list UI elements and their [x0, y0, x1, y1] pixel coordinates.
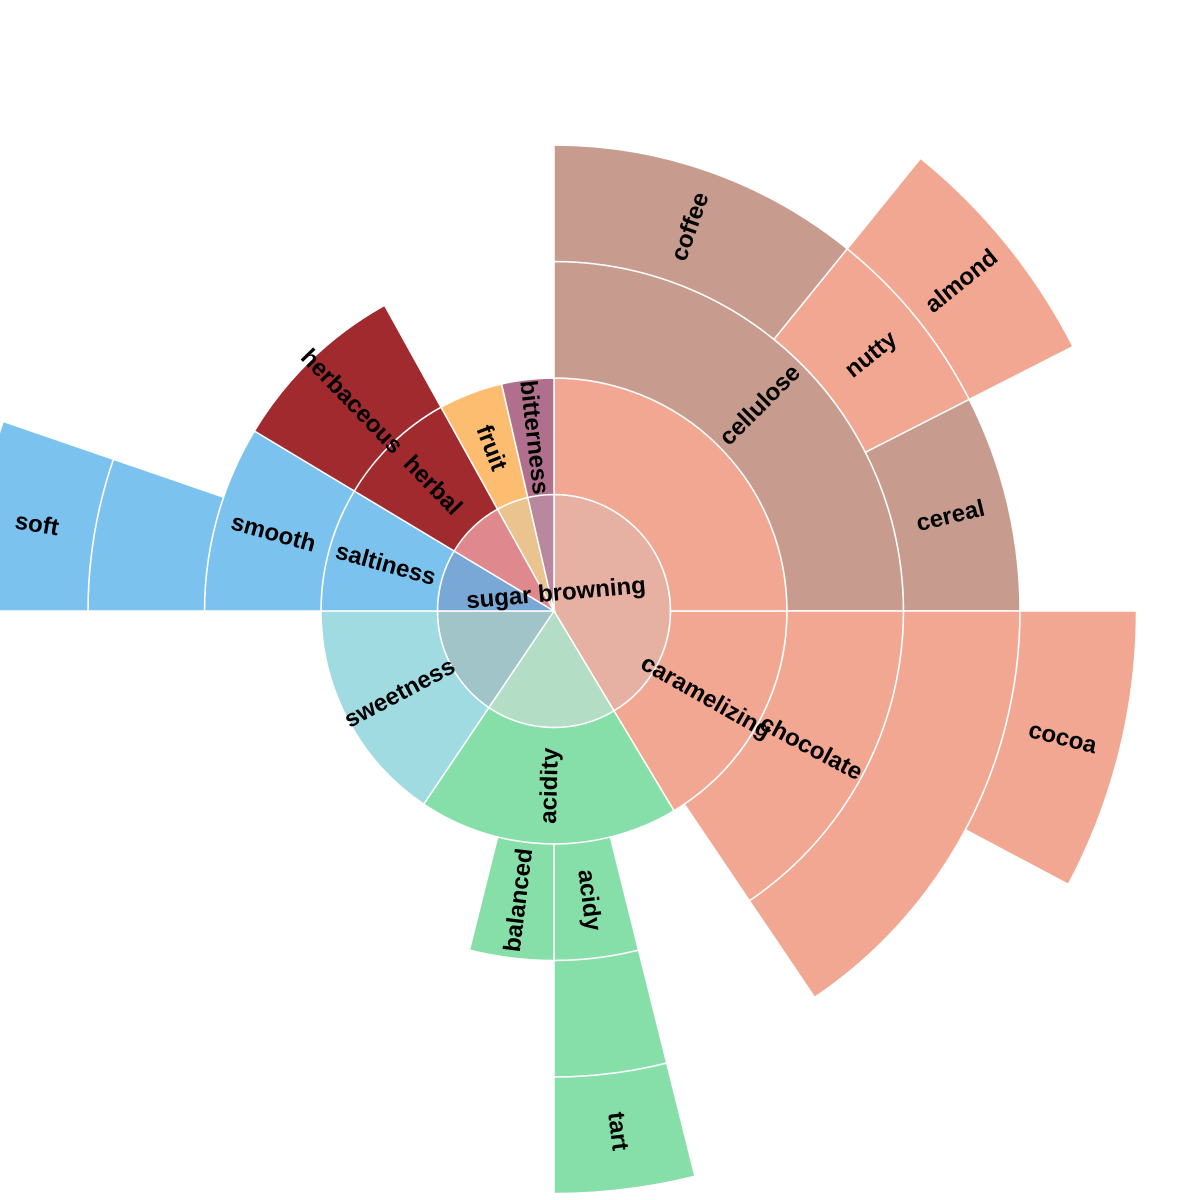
label-tart: tart — [602, 1111, 634, 1153]
arc-bitterness[interactable] — [500, 377, 555, 499]
arc-tart[interactable] — [553, 1062, 696, 1195]
label-acidity: acidity — [535, 747, 564, 824]
arc-herbaceous[interactable] — [253, 304, 443, 493]
arc-soft[interactable] — [0, 420, 115, 612]
arc-cocoa[interactable] — [964, 610, 1138, 886]
arc-balanced[interactable] — [468, 836, 555, 962]
arc-sweetness[interactable] — [320, 610, 490, 806]
arc-soft-parent[interactable] — [87, 458, 225, 612]
sunburst-arcs — [0, 144, 1138, 1195]
arc-tart-parent[interactable] — [553, 949, 668, 1078]
arc-almond[interactable] — [846, 157, 1075, 401]
